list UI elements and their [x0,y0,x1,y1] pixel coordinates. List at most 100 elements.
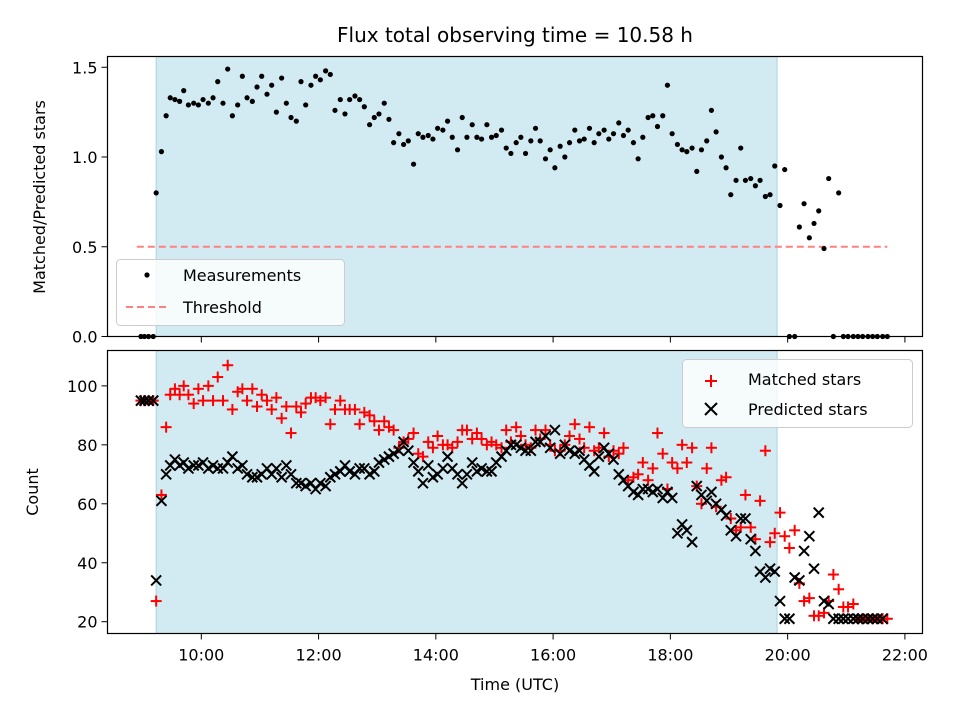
matched-star-point [461,424,473,436]
cross-stroke-b [339,459,351,472]
measurement-point [244,95,250,101]
matched-star-point [251,401,263,413]
predicted-star-point [290,477,303,489]
matched-star-point [676,439,688,451]
cross-stroke-b [544,442,556,454]
matched-star-point [539,424,551,436]
measurement-point [220,100,226,106]
predicted-star-point [485,465,498,478]
cross-stroke-b [598,442,610,454]
predicted-star-point [701,495,713,507]
cross-stroke-b [182,462,195,475]
matched-star-point [637,457,649,469]
cross-stroke-b [305,477,317,489]
measurement-point [352,93,358,99]
measurement-point [342,111,348,117]
measurement-point [459,114,465,121]
matched-star-point [169,383,181,395]
measurement-point [552,165,558,171]
cross-stroke-b [744,533,757,545]
matched-star-point [192,383,204,395]
cross-stroke-b [417,477,429,489]
matched-star-point [671,462,683,474]
cross-stroke-b [437,462,449,475]
top-legend: Measurements Threshold [116,259,345,326]
measurement-point [167,95,173,101]
cross-stroke-b [691,480,703,492]
predicted-star-point [866,613,879,625]
cross-stroke-b [314,477,327,489]
matched-star-point [432,430,444,442]
matched-star-point [241,395,253,407]
predicted-star-point [525,445,537,457]
predicted-star-point [353,462,366,475]
y-tick-label: 80 [77,436,97,455]
matched-star-point [285,427,297,439]
cross-stroke-b [510,439,522,451]
cross-stroke-b [525,445,537,457]
cross-stroke-b [622,480,634,492]
measurement-point [537,138,543,144]
measurement-point [430,136,436,142]
predicted-star-point [808,562,820,575]
matched-star-point [632,468,644,480]
measurement-point [767,192,773,198]
measurement-point [836,190,842,196]
matched-star-point [657,448,669,460]
legend-matched-marker [705,375,717,387]
measurement-point [826,175,832,182]
cross-stroke-b [720,509,732,522]
measurement-point [796,224,802,230]
matched-star-point [666,457,678,469]
measurement-point [679,147,685,153]
cross-stroke-b [837,613,850,625]
cross-stroke-b [695,489,708,501]
predicted-star-point [539,430,552,442]
measurement-point [669,131,675,137]
measurement-point [689,145,695,151]
cross-stroke-b [270,462,283,475]
matched-star-point [759,445,771,457]
predicted-star-point [150,574,162,587]
measurement-point [650,113,656,119]
cross-stroke-b [651,483,664,495]
predicted-star-point [769,565,781,578]
cross-stroke-b [666,492,678,504]
cross-stroke-b [261,462,273,475]
predicted-star-point [187,459,200,472]
x-tick-label: 14:00 [413,646,459,665]
cross-stroke-b [142,394,155,407]
legend-predicted-label: Predicted stars [748,400,868,419]
cross-stroke-b [563,445,576,457]
cross-stroke-b [793,574,806,587]
measurement-point [557,143,563,149]
cross-stroke-b [754,565,766,578]
measurement-point [772,163,778,169]
measurement-point [249,98,255,104]
cross-stroke-b [368,465,380,478]
cross-stroke-b [207,459,219,472]
cross-stroke-b [529,436,542,448]
predicted-star-point [739,512,752,525]
measurement-point [572,127,578,133]
predicted-star-point [774,595,786,607]
matched-star-point [197,395,209,407]
cross-stroke-b [559,439,571,451]
measurement-point [616,120,622,126]
matched-star-point [774,507,786,519]
measurement-point [762,193,768,200]
cross-stroke-b [808,562,820,575]
matched-star-point [217,395,229,407]
measurement-point [704,138,710,144]
cross-stroke-b [661,486,674,498]
legend-matched-label: Matched stars [748,370,861,389]
measurement-point [474,134,480,140]
measurement-point [298,79,304,85]
cross-stroke-b [539,430,552,442]
cross-stroke-b [730,530,742,542]
measurement-point [229,113,235,119]
bottom-plot-frame [106,349,924,635]
measurement-point [288,114,294,121]
y-tick-label: 40 [77,554,97,573]
matched-star-point [754,495,766,507]
